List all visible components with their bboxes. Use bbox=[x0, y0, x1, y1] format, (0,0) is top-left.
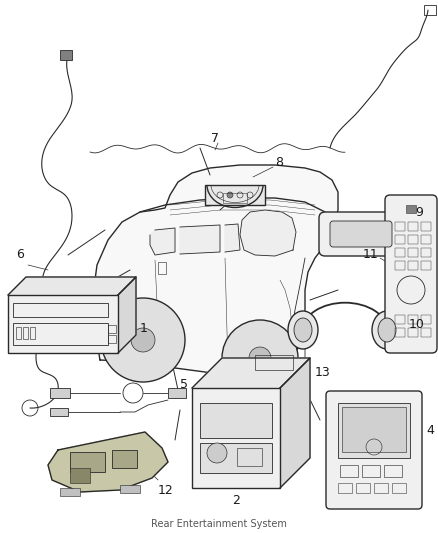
Ellipse shape bbox=[288, 311, 318, 349]
Bar bbox=[362, 465, 380, 477]
Polygon shape bbox=[180, 225, 220, 254]
Bar bbox=[395, 235, 405, 244]
Bar bbox=[392, 483, 406, 493]
Bar bbox=[408, 315, 418, 324]
Bar bbox=[395, 328, 405, 337]
Bar bbox=[70, 468, 90, 483]
Bar bbox=[30, 327, 35, 339]
Polygon shape bbox=[93, 165, 338, 374]
Bar bbox=[120, 485, 140, 493]
Bar bbox=[374, 483, 388, 493]
Bar bbox=[356, 483, 370, 493]
Bar bbox=[342, 407, 406, 452]
Circle shape bbox=[131, 328, 155, 352]
Bar bbox=[50, 388, 70, 398]
Bar bbox=[395, 261, 405, 270]
Bar bbox=[338, 483, 352, 493]
Bar bbox=[384, 465, 402, 477]
Bar bbox=[421, 328, 431, 337]
Text: 8: 8 bbox=[275, 157, 283, 169]
Bar bbox=[108, 335, 116, 343]
Bar bbox=[13, 323, 108, 345]
Bar bbox=[8, 295, 118, 353]
Text: 11: 11 bbox=[362, 247, 378, 261]
Bar bbox=[424, 5, 436, 15]
Bar bbox=[395, 222, 405, 231]
Bar bbox=[192, 388, 280, 488]
Bar bbox=[406, 205, 416, 213]
FancyBboxPatch shape bbox=[330, 221, 392, 247]
Polygon shape bbox=[225, 224, 240, 252]
Bar bbox=[13, 303, 108, 317]
Circle shape bbox=[207, 443, 227, 463]
Text: 13: 13 bbox=[315, 367, 331, 379]
Circle shape bbox=[222, 320, 298, 396]
Bar bbox=[421, 261, 431, 270]
Text: 7: 7 bbox=[211, 132, 219, 144]
Bar bbox=[70, 452, 105, 472]
Text: 6: 6 bbox=[16, 248, 24, 262]
Bar bbox=[23, 327, 28, 339]
Bar bbox=[168, 388, 186, 398]
Bar bbox=[421, 248, 431, 257]
Bar bbox=[50, 408, 68, 416]
Bar bbox=[200, 443, 272, 473]
Polygon shape bbox=[150, 228, 175, 255]
Text: 10: 10 bbox=[409, 319, 425, 332]
Bar bbox=[421, 235, 431, 244]
FancyBboxPatch shape bbox=[319, 212, 403, 256]
FancyBboxPatch shape bbox=[326, 391, 422, 509]
Ellipse shape bbox=[378, 318, 396, 342]
Bar bbox=[60, 50, 72, 60]
Bar bbox=[340, 465, 358, 477]
Bar bbox=[395, 248, 405, 257]
Bar bbox=[408, 235, 418, 244]
Bar bbox=[408, 328, 418, 337]
Bar bbox=[205, 185, 265, 205]
Text: Rear Entertainment System: Rear Entertainment System bbox=[151, 519, 287, 529]
Circle shape bbox=[101, 298, 185, 382]
Bar bbox=[338, 403, 410, 458]
Bar bbox=[395, 315, 405, 324]
Text: 5: 5 bbox=[180, 378, 188, 392]
Bar bbox=[16, 327, 21, 339]
Bar bbox=[408, 248, 418, 257]
FancyBboxPatch shape bbox=[385, 195, 437, 353]
Text: 4: 4 bbox=[426, 424, 434, 438]
Bar bbox=[158, 262, 166, 274]
Ellipse shape bbox=[294, 318, 312, 342]
Bar bbox=[421, 315, 431, 324]
Bar bbox=[108, 325, 116, 333]
Text: 12: 12 bbox=[158, 483, 174, 497]
Circle shape bbox=[227, 192, 233, 198]
Polygon shape bbox=[8, 277, 136, 295]
Polygon shape bbox=[240, 210, 296, 256]
Bar bbox=[408, 261, 418, 270]
Bar bbox=[200, 403, 272, 438]
Text: 2: 2 bbox=[232, 494, 240, 506]
Bar bbox=[237, 448, 262, 466]
Bar bbox=[408, 222, 418, 231]
Bar bbox=[60, 488, 80, 496]
Polygon shape bbox=[192, 358, 310, 388]
Bar bbox=[112, 450, 137, 468]
Bar bbox=[421, 222, 431, 231]
Bar bbox=[223, 193, 247, 203]
Ellipse shape bbox=[372, 311, 402, 349]
Text: 9: 9 bbox=[415, 206, 423, 220]
Bar bbox=[255, 355, 293, 370]
Polygon shape bbox=[48, 432, 168, 492]
Polygon shape bbox=[118, 277, 136, 353]
Polygon shape bbox=[280, 358, 310, 488]
Text: 1: 1 bbox=[140, 322, 148, 335]
Circle shape bbox=[249, 347, 271, 369]
